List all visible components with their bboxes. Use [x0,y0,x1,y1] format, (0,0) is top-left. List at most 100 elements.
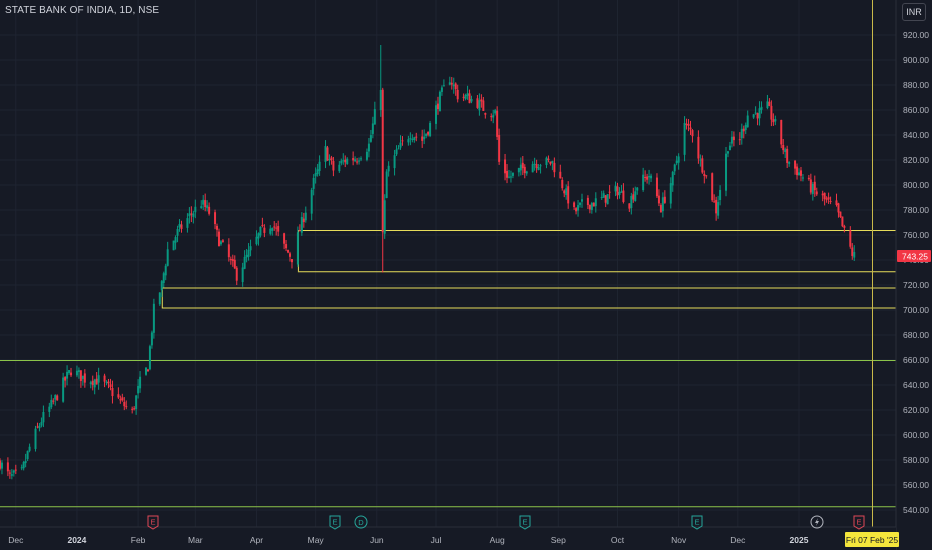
dividend-marker[interactable]: D [354,515,368,529]
candle-body [464,94,467,99]
price-tick-label: 620.00 [903,405,929,415]
candle-body [298,230,301,232]
candle-body [768,101,771,106]
candle-body [158,292,161,305]
candle-body [780,119,783,145]
lightning-icon[interactable] [810,515,824,529]
candle-body [263,227,266,233]
candle-body [241,267,244,283]
candle-body [650,175,653,179]
candle-body [249,246,252,251]
candle-body [411,138,414,140]
candle-body [829,201,832,203]
candle-body [202,199,205,205]
candle-body [766,101,769,109]
candle-body [8,472,11,474]
candle-body [436,103,439,110]
candle-body [139,376,142,389]
candle-body [413,137,416,140]
price-tick-label: 580.00 [903,455,929,465]
currency-button[interactable]: INR [902,3,926,21]
candle-body [93,379,96,388]
candle-body [269,228,272,234]
candle-body [34,428,37,449]
candle-body [289,253,292,257]
candle-body [194,206,197,213]
candle-body [849,230,852,247]
candle-body [247,249,250,257]
candle-body [235,267,238,281]
candle-body [435,105,437,124]
candle-body [344,159,347,163]
candle-body [618,191,621,195]
candle-body [62,377,65,402]
candle-body [340,160,343,164]
candle-body [616,186,619,196]
candle-body [452,84,455,87]
candle-body [602,193,605,198]
candle-body [287,250,290,253]
candle-body [813,181,816,191]
candle-body [166,249,169,266]
earnings-marker[interactable]: E [691,515,703,530]
candle-body [119,399,122,401]
candle-body [492,115,495,118]
candle-body [229,259,232,261]
price-tick-label: 680.00 [903,330,929,340]
candle-body [385,171,388,199]
earnings-marker[interactable]: E [147,515,159,530]
candle-body [360,158,363,160]
candle-body [95,378,98,385]
candle-body [174,237,177,243]
candle-body [131,408,134,410]
candle-body [738,139,741,141]
candle-body [782,144,785,151]
price-tick-label: 880.00 [903,80,929,90]
candle-body [630,195,633,209]
candle-body [180,224,183,229]
candle-body [535,164,538,169]
candle-body [330,157,333,161]
candle-body [285,244,288,249]
time-tick-label: 2025 [790,535,809,545]
last-price-badge [897,249,931,262]
candle-body [823,192,826,200]
earnings-marker[interactable]: E [329,515,341,530]
candle-body [438,91,441,112]
candle-body [423,136,426,140]
candle-body [636,187,639,191]
candle-body [586,197,589,205]
candle-body [851,247,854,256]
candle-body [770,105,773,120]
candle-body [539,165,542,167]
earnings-marker[interactable]: E [853,515,865,530]
candle-body [255,236,258,245]
candle-body [367,143,370,152]
candle-body [537,167,540,171]
candle-body [476,98,479,108]
earnings-marker[interactable]: E [519,515,531,530]
candle-body [144,367,147,375]
candle-body [208,206,211,214]
candle-body [125,406,128,408]
time-tick-label: Jun [370,535,384,545]
candle-body [825,198,828,200]
candle-body [415,136,418,138]
candle-body [54,395,57,400]
candle-body [628,203,631,209]
candle-body [302,218,305,223]
candle-body [440,87,443,92]
candle-body [369,135,372,142]
candle-body [275,227,278,229]
candle-body [6,462,9,472]
candle-body [646,176,649,180]
price-tick-label: 700.00 [903,305,929,315]
candle-body [549,161,552,164]
candle-body [328,159,331,161]
candle-body [172,240,175,251]
crosshair-date-label: Fri 07 Feb '25 [846,535,898,545]
time-tick-label: May [308,535,325,545]
time-tick-label: Nov [671,535,687,545]
candle-body [0,462,3,469]
